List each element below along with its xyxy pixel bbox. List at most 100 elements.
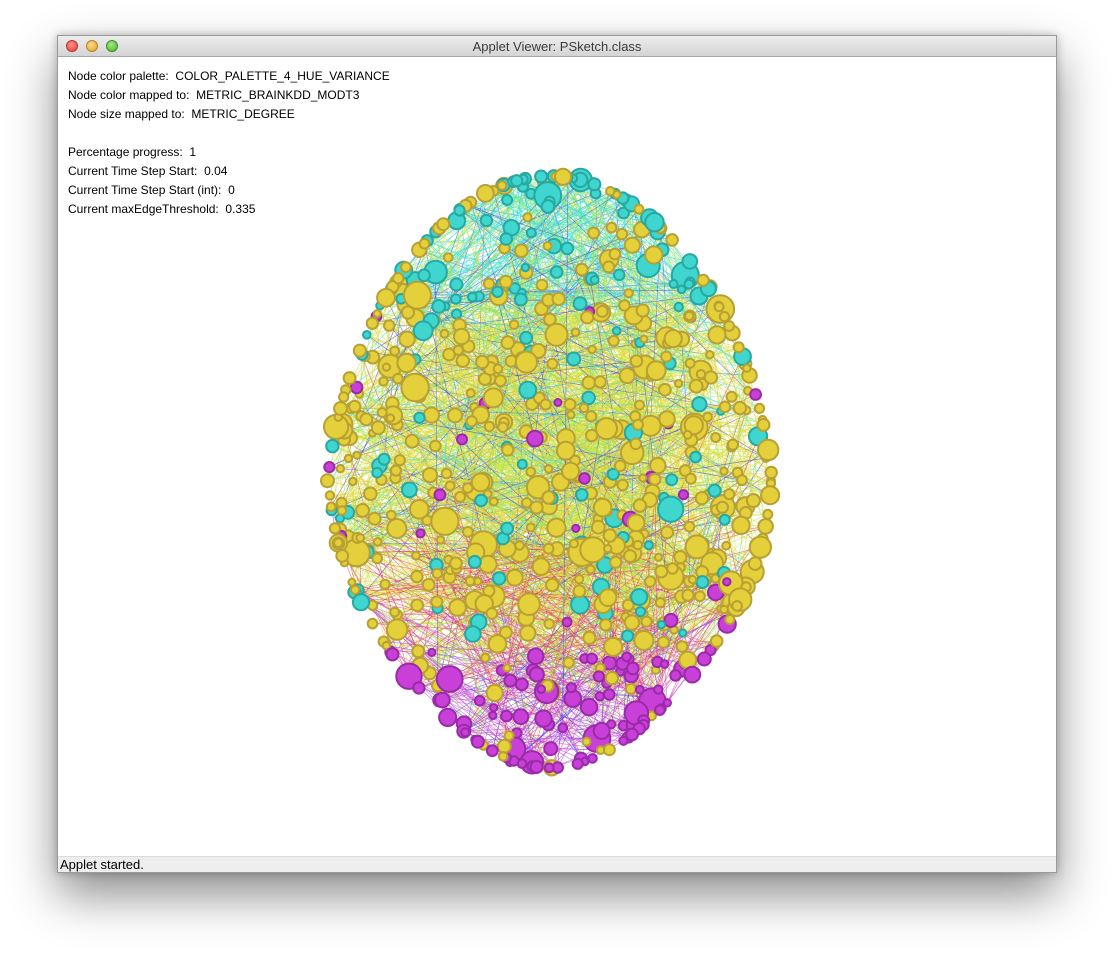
network-node — [561, 616, 573, 628]
network-node — [521, 497, 533, 509]
network-node — [748, 535, 773, 559]
network-edge — [475, 373, 702, 553]
network-node — [514, 677, 529, 692]
network-node — [542, 241, 553, 251]
network-node — [593, 375, 607, 389]
network-edge — [551, 356, 743, 768]
network-node — [719, 466, 729, 476]
network-edge — [487, 425, 694, 495]
network-node — [669, 669, 682, 682]
network-node — [689, 450, 702, 464]
network-node — [666, 562, 679, 575]
network-node — [480, 652, 491, 663]
network-node — [618, 735, 629, 746]
palette-value: COLOR_PALETTE_4_HUE_VARIANCE — [175, 69, 390, 83]
network-node — [413, 411, 426, 424]
network-node — [520, 262, 531, 273]
network-node — [665, 233, 679, 247]
network-node — [608, 247, 622, 261]
network-edge — [522, 464, 640, 506]
network-node — [422, 406, 441, 424]
network-node — [531, 557, 551, 577]
network-node — [435, 535, 446, 545]
network-edge — [408, 496, 772, 677]
network-node — [605, 221, 618, 234]
network-node — [544, 322, 569, 347]
network-node — [385, 647, 400, 662]
network-node — [475, 354, 490, 370]
network-node — [516, 458, 528, 470]
title-bar[interactable]: Applet Viewer: PSketch.class — [58, 36, 1056, 57]
sketch-canvas[interactable]: Node color palette: COLOR_PALETTE_4_HUE_… — [58, 57, 1056, 857]
network-node — [571, 523, 581, 533]
network-edge — [482, 416, 592, 483]
network-node — [665, 473, 679, 487]
network-node — [688, 378, 704, 394]
network-node — [658, 410, 676, 428]
network-node — [452, 327, 471, 346]
network-node — [535, 278, 549, 292]
network-node — [543, 741, 559, 757]
network-node — [499, 232, 514, 246]
network-edge — [633, 315, 749, 392]
size-mapping-label: Node size mapped to: — [68, 107, 185, 121]
network-node — [474, 594, 494, 614]
network-node — [621, 651, 632, 663]
network-edge — [605, 546, 761, 626]
network-edge — [504, 193, 616, 249]
network-node — [723, 488, 736, 501]
network-node — [376, 407, 388, 419]
network-node — [683, 665, 702, 684]
network-node — [452, 344, 464, 356]
network-node — [569, 538, 579, 549]
zoom-button[interactable] — [106, 40, 118, 52]
network-node — [566, 351, 582, 367]
network-node — [412, 320, 434, 342]
network-edge — [403, 193, 532, 271]
network-node — [497, 421, 509, 433]
network-node — [519, 330, 534, 345]
network-node — [500, 709, 513, 723]
network-node — [594, 691, 605, 702]
network-node — [557, 722, 569, 734]
close-button[interactable] — [66, 40, 78, 52]
network-edge — [392, 415, 531, 528]
network-node — [433, 488, 447, 502]
network-edge — [687, 434, 690, 582]
network-node — [684, 310, 695, 322]
network-node — [453, 204, 466, 217]
network-node — [581, 736, 592, 747]
network-node — [603, 636, 624, 657]
network-node — [343, 453, 354, 464]
network-node — [372, 537, 383, 547]
network-node — [417, 268, 431, 283]
network-node — [383, 319, 396, 332]
network-node — [658, 382, 672, 397]
network-node — [546, 517, 567, 538]
network-node — [435, 665, 464, 693]
network-node — [505, 568, 524, 587]
network-edge — [415, 555, 572, 688]
network-node — [430, 595, 444, 609]
network-node — [464, 575, 476, 587]
network-edge — [468, 203, 532, 234]
network-node — [386, 518, 408, 539]
network-node — [485, 607, 499, 620]
network-edge — [430, 221, 655, 327]
network-node — [718, 400, 732, 414]
network-node — [478, 554, 498, 574]
network-node — [611, 326, 622, 336]
time-step-label: Current Time Step Start: — [68, 164, 198, 178]
minimize-button[interactable] — [86, 40, 98, 52]
network-node — [634, 606, 647, 618]
network-node — [379, 578, 391, 590]
network-node — [355, 503, 371, 518]
network-node — [623, 288, 634, 299]
network-node — [427, 647, 437, 658]
network-node — [644, 575, 657, 588]
network-node — [389, 464, 402, 477]
network-node — [603, 543, 613, 554]
network-node — [630, 588, 649, 606]
network-node — [598, 588, 618, 607]
network-node — [400, 372, 430, 403]
